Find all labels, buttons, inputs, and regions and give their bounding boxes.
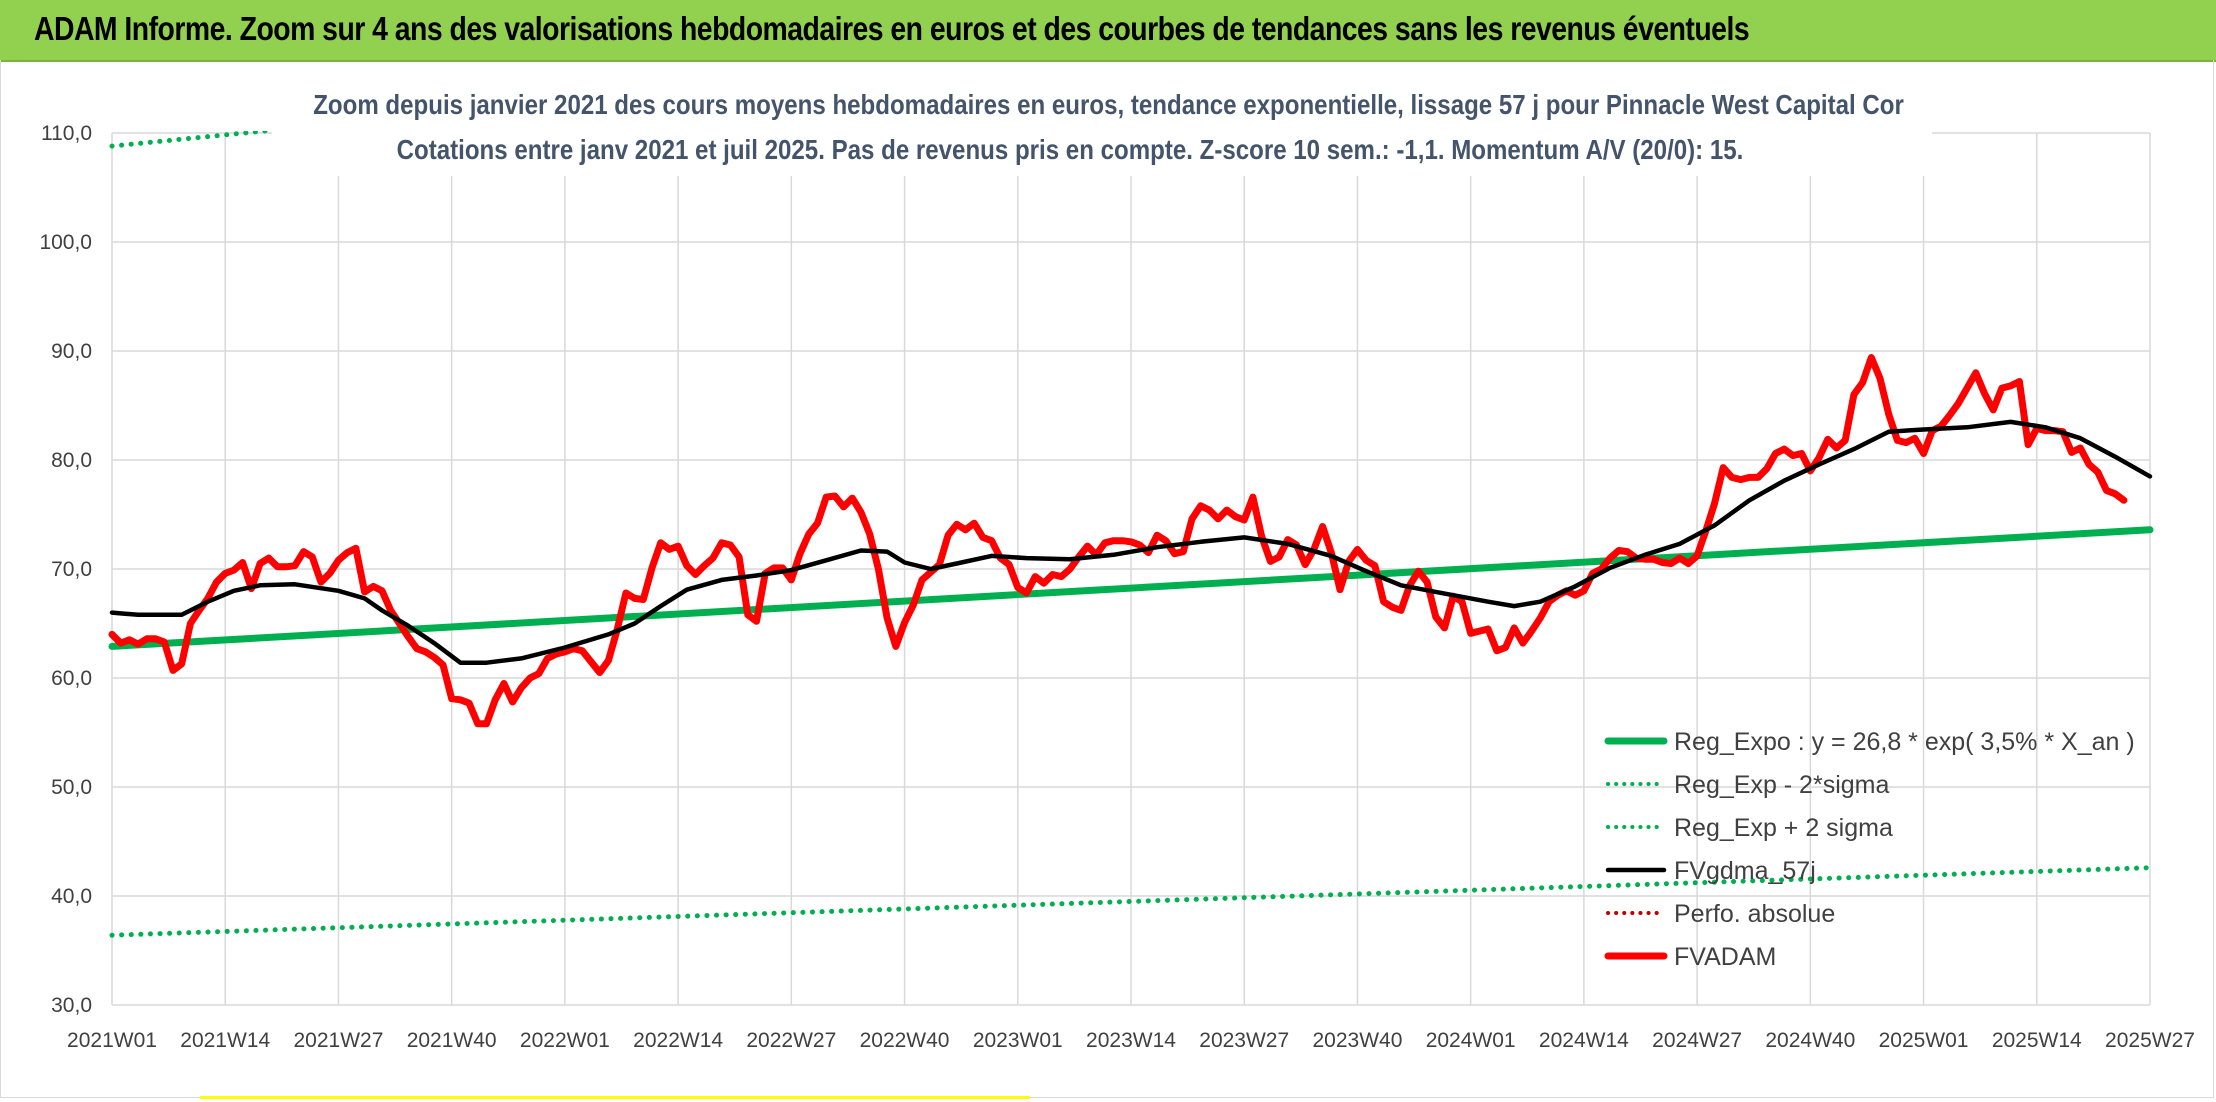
x-tick-label: 2022W14 <box>633 1029 723 1052</box>
legend-perfo-label: Perfo. absolue <box>1674 900 1835 928</box>
y-tick-label: 90,0 <box>51 340 92 363</box>
y-tick-label: 30,0 <box>51 994 92 1017</box>
x-tick-label: 2025W14 <box>1992 1029 2082 1052</box>
x-tick-label: 2022W40 <box>860 1029 950 1052</box>
x-tick-label: 2024W14 <box>1539 1029 1629 1052</box>
legend-reg-plus-2sigma-label: Reg_Exp + 2 sigma <box>1674 814 1893 842</box>
smoothed-line <box>109 419 2153 665</box>
x-axis-tick-labels: 2021W01 2021W14 2021W27 2021W40 2022W01 2022W… <box>67 1029 2195 1052</box>
x-tick-label: 2025W01 <box>1879 1029 1969 1052</box>
x-tick-label: 2023W40 <box>1312 1029 1402 1052</box>
y-tick-label: 100,0 <box>39 231 92 254</box>
x-tick-label: 2024W01 <box>1426 1029 1516 1052</box>
chart-subtitle: Cotations entre janv 2021 et juil 2025. … <box>396 134 1744 165</box>
price-line <box>108 354 2128 728</box>
y-tick-label: 60,0 <box>51 667 92 690</box>
report-banner: ADAM Informe. Zoom sur 4 ans des valoris… <box>0 0 2216 62</box>
x-tick-label: 2023W27 <box>1199 1029 1289 1052</box>
title-backdrop <box>272 84 1932 176</box>
x-tick-label: 2022W01 <box>520 1029 610 1052</box>
chart-series <box>108 84 2154 938</box>
y-tick-label: 80,0 <box>51 449 92 472</box>
x-tick-label: 2024W40 <box>1765 1029 1855 1052</box>
x-tick-label: 2021W01 <box>67 1029 157 1052</box>
x-tick-label: 2023W01 <box>973 1029 1063 1052</box>
x-tick-label: 2021W14 <box>180 1029 270 1052</box>
trend-line <box>108 526 2154 650</box>
y-tick-label: 50,0 <box>51 776 92 799</box>
legend-fvadam-label: FVADAM <box>1674 943 1776 971</box>
x-tick-label: 2021W40 <box>407 1029 497 1052</box>
x-tick-label: 2025W27 <box>2105 1029 2195 1052</box>
chart-gridlines <box>111 132 2151 1006</box>
trend-lower-band <box>109 865 2153 938</box>
legend-reg-minus-2sigma-label: Reg_Exp - 2*sigma <box>1674 771 1889 799</box>
x-tick-label: 2024W27 <box>1652 1029 1742 1052</box>
legend-fvgdma-label: FVgdma_57j <box>1674 857 1816 885</box>
legend-reg-expo-label: Reg_Expo : y = 26,8 * exp( 3,5% * X_an ) <box>1674 728 2135 756</box>
y-axis-tick-labels: 30,0 40,0 50,0 60,0 70,0 80,0 90,0 100,0 110,0 <box>39 122 92 1017</box>
chart-title: Zoom depuis janvier 2021 des cours moyen… <box>313 89 1904 120</box>
y-tick-label: 70,0 <box>51 558 92 581</box>
x-tick-label: 2023W14 <box>1086 1029 1176 1052</box>
x-tick-label: 2021W27 <box>293 1029 383 1052</box>
y-tick-label: 40,0 <box>51 885 92 908</box>
y-tick-label: 110,0 <box>41 122 92 145</box>
chart-frame <box>0 60 2214 1098</box>
chart-legend: Reg_Expo : y = 26,8 * exp( 3,5% * X_an )… <box>1604 728 2135 971</box>
x-tick-label: 2022W27 <box>746 1029 836 1052</box>
report-title: ADAM Informe. Zoom sur 4 ans des valoris… <box>34 10 1750 47</box>
footer-rule <box>200 1096 1030 1099</box>
